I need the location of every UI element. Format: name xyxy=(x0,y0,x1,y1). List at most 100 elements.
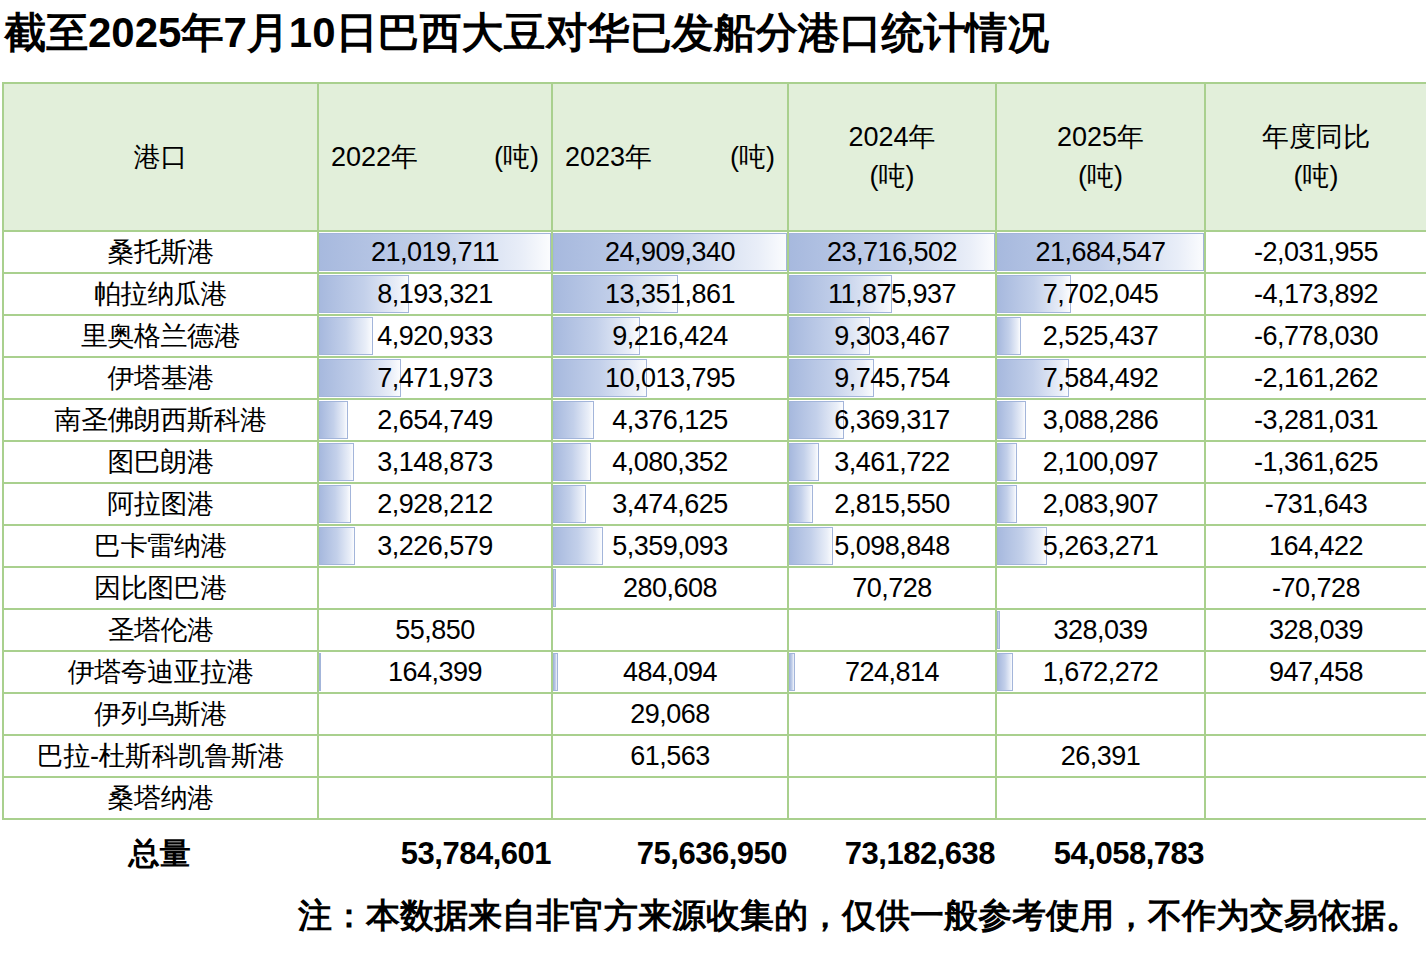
header-cell-2024: 2024年 (吨) xyxy=(789,84,997,232)
yoy-value-cell: 328,039 xyxy=(1206,610,1426,652)
totals-row: 总量53,784,60175,636,95073,182,63854,058,7… xyxy=(2,826,1426,882)
footnote: 注：本数据来自非官方来源收集的，仅供一般参考使用，不作为交易依据。 xyxy=(0,893,1420,939)
databar xyxy=(553,485,586,523)
port-name-cell: 巴拉-杜斯科凯鲁斯港 xyxy=(4,736,319,778)
year-value-cell xyxy=(789,736,997,778)
databar xyxy=(997,317,1021,355)
databar xyxy=(997,611,1000,649)
header-2022-year: 2022年 xyxy=(331,139,418,175)
port-name-cell: 桑托斯港 xyxy=(4,232,319,274)
yoy-value-cell xyxy=(1206,736,1426,778)
year-value-cell: 70,728 xyxy=(789,568,997,610)
table-row: 伊塔基港7,471,97310,013,7959,745,7547,584,49… xyxy=(4,358,1426,400)
table-row: 巴拉-杜斯科凯鲁斯港61,56326,391 xyxy=(4,736,1426,778)
table-row: 南圣佛朗西斯科港2,654,7494,376,1256,369,3173,088… xyxy=(4,400,1426,442)
year-value-cell: 2,654,749 xyxy=(319,400,553,442)
port-name-cell: 阿拉图港 xyxy=(4,484,319,526)
databar xyxy=(553,569,556,607)
totals-value: 54,058,783 xyxy=(995,836,1204,872)
year-value-cell xyxy=(319,694,553,736)
year-value-cell: 26,391 xyxy=(997,736,1206,778)
year-value-cell: 5,359,093 xyxy=(553,526,789,568)
year-value-cell: 328,039 xyxy=(997,610,1206,652)
year-value-cell: 13,351,861 xyxy=(553,274,789,316)
header-cell-yoy: 年度同比 (吨) xyxy=(1206,84,1426,232)
year-value-cell xyxy=(997,568,1206,610)
year-value-cell: 11,875,937 xyxy=(789,274,997,316)
databar xyxy=(553,653,558,691)
databar xyxy=(553,443,591,481)
year-value-cell: 6,369,317 xyxy=(789,400,997,442)
year-value-cell: 2,100,097 xyxy=(997,442,1206,484)
header-2024-unit: (吨) xyxy=(848,157,935,196)
year-value-cell xyxy=(553,610,789,652)
year-value-cell: 55,850 xyxy=(319,610,553,652)
year-value-cell: 484,094 xyxy=(553,652,789,694)
table-row: 桑塔纳港 xyxy=(4,778,1426,820)
yoy-value-cell: -4,173,892 xyxy=(1206,274,1426,316)
ports-table: 港口 2022年 (吨) 2023年 (吨) 2024年 (吨) 2025年 (… xyxy=(2,82,1426,820)
port-name-cell: 巴卡雷纳港 xyxy=(4,526,319,568)
databar xyxy=(997,485,1017,523)
databar xyxy=(997,527,1047,565)
header-port-label: 港口 xyxy=(134,139,188,175)
databar xyxy=(319,653,321,691)
header-2023-unit: (吨) xyxy=(730,139,775,175)
page-title: 截至2025年7月10日巴西大豆对华已发船分港口统计情况 xyxy=(4,9,1426,57)
databar xyxy=(553,527,603,565)
year-value-cell xyxy=(789,610,997,652)
header-cell-2025: 2025年 (吨) xyxy=(997,84,1206,232)
header-cell-port: 港口 xyxy=(4,84,319,232)
yoy-value-cell: -731,643 xyxy=(1206,484,1426,526)
table-row: 因比图巴港280,60870,728-70,728 xyxy=(4,568,1426,610)
table-row: 巴卡雷纳港3,226,5795,359,0935,098,8485,263,27… xyxy=(4,526,1426,568)
year-value-cell: 24,909,340 xyxy=(553,232,789,274)
table-row: 伊塔夸迪亚拉港164,399484,094724,8141,672,272947… xyxy=(4,652,1426,694)
header-2024-year: 2024年 xyxy=(848,118,935,157)
header-yoy-label: 年度同比 xyxy=(1262,118,1370,157)
totals-value: 53,784,601 xyxy=(317,836,551,872)
table-row: 圣塔伦港55,850328,039328,039 xyxy=(4,610,1426,652)
year-value-cell: 3,461,722 xyxy=(789,442,997,484)
yoy-value-cell: 164,422 xyxy=(1206,526,1426,568)
year-value-cell: 164,399 xyxy=(319,652,553,694)
year-value-cell: 3,226,579 xyxy=(319,526,553,568)
year-value-cell: 7,702,045 xyxy=(997,274,1206,316)
yoy-value-cell: -6,778,030 xyxy=(1206,316,1426,358)
yoy-value-cell xyxy=(1206,778,1426,820)
totals-value: 75,636,950 xyxy=(551,836,787,872)
databar xyxy=(789,485,813,523)
year-value-cell: 2,525,437 xyxy=(997,316,1206,358)
totals-value: 73,182,638 xyxy=(787,836,995,872)
databar xyxy=(319,443,354,481)
yoy-value-cell: -70,728 xyxy=(1206,568,1426,610)
year-value-cell xyxy=(789,778,997,820)
year-value-cell: 9,745,754 xyxy=(789,358,997,400)
year-value-cell: 23,716,502 xyxy=(789,232,997,274)
databar xyxy=(997,443,1017,481)
year-value-cell: 9,216,424 xyxy=(553,316,789,358)
table-header-row: 港口 2022年 (吨) 2023年 (吨) 2024年 (吨) 2025年 (… xyxy=(4,84,1426,232)
year-value-cell: 724,814 xyxy=(789,652,997,694)
year-value-cell: 9,303,467 xyxy=(789,316,997,358)
year-value-cell: 5,098,848 xyxy=(789,526,997,568)
table-row: 桑托斯港21,019,71124,909,34023,716,50221,684… xyxy=(4,232,1426,274)
yoy-value-cell: -2,031,955 xyxy=(1206,232,1426,274)
year-value-cell: 10,013,795 xyxy=(553,358,789,400)
yoy-value-cell: -3,281,031 xyxy=(1206,400,1426,442)
port-name-cell: 图巴朗港 xyxy=(4,442,319,484)
year-value-cell xyxy=(789,694,997,736)
port-name-cell: 帕拉纳瓜港 xyxy=(4,274,319,316)
databar xyxy=(319,485,351,523)
year-value-cell: 2,083,907 xyxy=(997,484,1206,526)
year-value-cell: 3,088,286 xyxy=(997,400,1206,442)
year-value-cell: 4,920,933 xyxy=(319,316,553,358)
year-value-cell xyxy=(319,568,553,610)
header-cell-2022: 2022年 (吨) xyxy=(319,84,553,232)
databar xyxy=(319,317,373,355)
databar xyxy=(789,443,819,481)
year-value-cell: 2,815,550 xyxy=(789,484,997,526)
databar xyxy=(319,527,355,565)
header-2025-year: 2025年 xyxy=(1057,118,1144,157)
yoy-value-cell: 947,458 xyxy=(1206,652,1426,694)
